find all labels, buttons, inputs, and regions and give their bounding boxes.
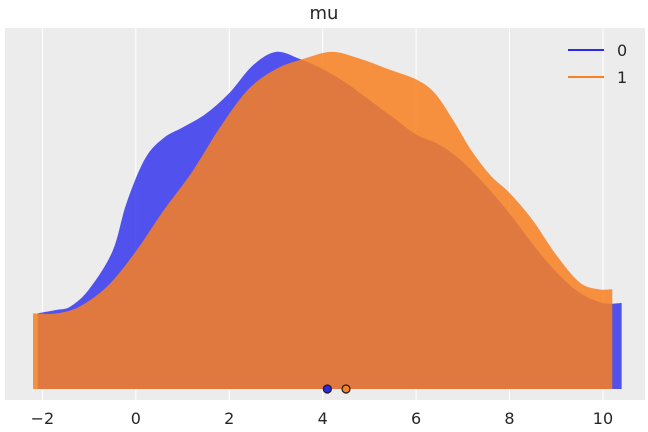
legend: 01 — [568, 41, 627, 87]
mean-marker-series-0 — [322, 384, 332, 394]
density-area-series-1 — [33, 51, 613, 389]
legend-label-series-1: 1 — [617, 68, 627, 87]
x-tick-label: 0 — [131, 409, 141, 428]
legend-label-series-0: 0 — [617, 41, 627, 60]
x-tick-label: 8 — [504, 409, 514, 428]
x-tick-label: 6 — [411, 409, 421, 428]
mean-marker-series-1 — [341, 384, 351, 394]
x-axis: −2 0 2 4 6 8 10 — [31, 409, 614, 428]
x-tick-label: 4 — [318, 409, 328, 428]
x-tick-label: −2 — [31, 409, 55, 428]
chart-title: mu — [310, 3, 339, 24]
density-areas — [33, 51, 622, 389]
mean-markers — [322, 384, 351, 394]
x-tick-label: 10 — [593, 409, 613, 428]
x-tick-label: 2 — [224, 409, 234, 428]
